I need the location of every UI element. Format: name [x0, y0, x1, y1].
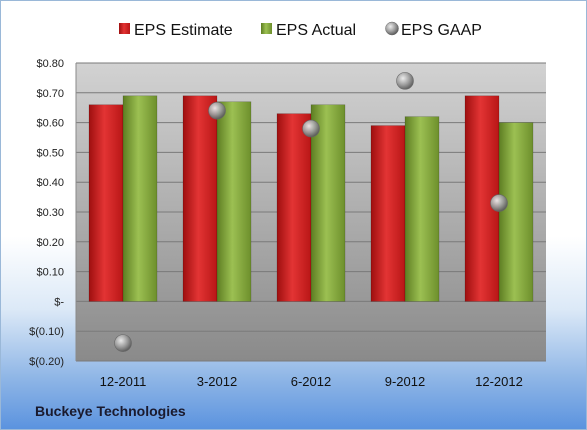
y-tick-label: $-	[54, 296, 64, 308]
legend-label: EPS GAAP	[401, 22, 482, 39]
y-tick-label: $0.40	[36, 177, 64, 189]
gaap-point	[114, 334, 132, 352]
legend-label: EPS Estimate	[134, 22, 233, 39]
actual-bar	[122, 95, 158, 302]
estimate-bar	[276, 113, 312, 302]
y-tick-label: $(0.10)	[29, 326, 64, 338]
y-tick-label: $(0.20)	[29, 356, 64, 368]
gaap-point	[208, 101, 226, 120]
y-tick-label: $0.20	[36, 237, 64, 249]
estimate-bar	[88, 104, 124, 302]
estimate-bar	[182, 95, 218, 302]
x-tick-label: 12-2011	[100, 374, 147, 389]
y-tick-label: $0.30	[36, 207, 64, 219]
gaap-point	[490, 194, 508, 212]
y-tick-label: $0.50	[36, 147, 64, 159]
legend-swatch	[261, 23, 272, 34]
estimate-bar	[370, 125, 406, 302]
x-tick-label: 6-2012	[291, 374, 331, 389]
y-tick-label: $0.80	[36, 58, 64, 70]
legend-swatch	[385, 21, 399, 36]
x-tick-label: 9-2012	[385, 374, 425, 389]
y-tick-label: $0.10	[36, 267, 64, 279]
actual-bar	[498, 122, 534, 302]
gaap-point	[396, 72, 414, 90]
gaap-point	[302, 119, 320, 138]
x-tick-label: 12-2012	[475, 374, 523, 389]
actual-bar	[404, 116, 440, 302]
company-label: Buckeye Technologies	[35, 403, 186, 419]
legend-swatch	[119, 23, 130, 34]
y-tick-label: $0.70	[36, 88, 64, 100]
x-tick-label: 3-2012	[197, 374, 237, 389]
legend-label: EPS Actual	[276, 22, 356, 39]
actual-bar	[216, 101, 252, 302]
y-tick-label: $0.60	[36, 118, 64, 130]
actual-bar	[310, 104, 346, 302]
